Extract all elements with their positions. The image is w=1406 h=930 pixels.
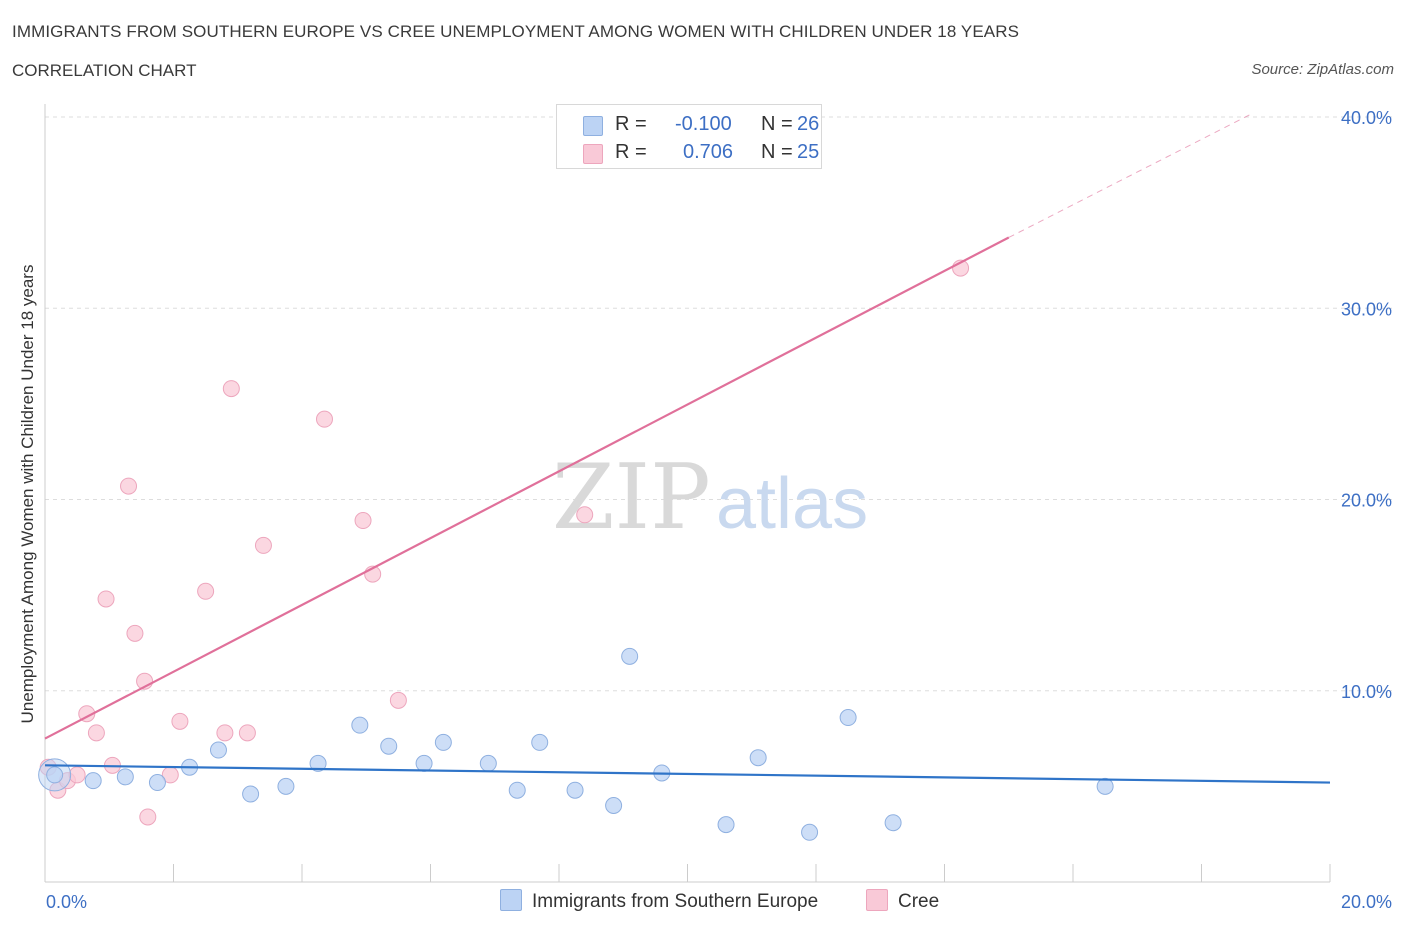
southern-europe-point [621, 647, 639, 665]
y-tick-label: 30.0% [1341, 299, 1392, 319]
legend-swatch-pink [583, 144, 603, 164]
southern-europe-point [839, 709, 857, 727]
southern-europe-point [531, 733, 549, 751]
y-tick-label: 20.0% [1341, 491, 1392, 511]
southern-europe-points [38, 647, 1114, 841]
legend-n-label: N = [761, 141, 793, 163]
southern-europe-point [309, 754, 327, 772]
source-note: Source: ZipAtlas.com [1251, 61, 1394, 78]
cree-point [171, 712, 189, 730]
southern-europe-point [749, 749, 767, 767]
southern-europe-point [566, 781, 584, 799]
cree-point [576, 506, 594, 524]
southern-europe-point [415, 754, 433, 772]
southern-europe-point [351, 716, 369, 734]
legend-n-value: 25 [797, 141, 820, 163]
southern-europe-point [605, 797, 623, 814]
legend-n-label: N = [761, 113, 793, 135]
cree-trend-extension [1008, 112, 1254, 238]
southern-europe-point [479, 754, 497, 772]
southern-europe-point [277, 777, 295, 795]
cree-point [120, 477, 138, 495]
watermark-zip: ZIP [552, 445, 711, 550]
southern-europe-point [242, 785, 260, 803]
trend-lines [44, 112, 1331, 784]
cree-point [254, 536, 272, 554]
southern-europe-point [209, 741, 227, 759]
southern-europe-point [148, 774, 166, 792]
legend-r-label: R = [615, 113, 647, 135]
bottom-legend-label: Cree [898, 891, 940, 912]
southern-europe-point [1096, 777, 1114, 795]
cree-point [216, 724, 234, 742]
southern-europe-point [46, 766, 64, 784]
bottom-legend-southern-europe: Immigrants from Southern Europe [500, 889, 818, 915]
correlation-legend: R = -0.100 N = 26 R = 0.706 N = 25 [556, 104, 822, 169]
chart-title: IMMIGRANTS FROM SOUTHERN EUROPE VS CREE … [12, 22, 1020, 41]
southern-europe-point [717, 816, 735, 834]
cree-point [222, 380, 240, 398]
southern-europe-trend-line [44, 764, 1331, 784]
cree-point [238, 724, 256, 742]
cree-trend-line [44, 236, 1010, 740]
x-tick-label: 20.0% [1341, 892, 1392, 912]
bottom-legend-swatch-pink [866, 889, 888, 911]
southern-europe-point [801, 823, 819, 841]
cree-point [139, 808, 157, 826]
bottom-legend-cree: Cree [866, 889, 939, 915]
southern-europe-point [84, 772, 102, 790]
cree-point [389, 691, 407, 709]
tick-labels: 10.0% 20.0% 30.0% 40.0% 0.0% 20.0% [46, 108, 1392, 912]
cree-point [197, 582, 215, 600]
cree-point [97, 590, 115, 608]
cree-point [315, 410, 333, 428]
y-tick-label: 40.0% [1341, 108, 1392, 128]
southern-europe-point [508, 781, 526, 799]
bottom-legend-label: Immigrants from Southern Europe [532, 891, 819, 912]
bottom-legend-swatch-blue [500, 889, 522, 911]
axes [44, 104, 1331, 883]
chart-subtitle: CORRELATION CHART [12, 61, 197, 80]
cree-point [354, 512, 372, 530]
cree-point [68, 766, 86, 784]
southern-europe-point [434, 733, 452, 751]
legend-r-value: 0.706 [683, 141, 734, 163]
cree-point [126, 624, 144, 642]
x-tick-label: 0.0% [46, 892, 87, 912]
southern-europe-point [884, 814, 902, 832]
southern-europe-point [380, 737, 398, 755]
watermark: ZIP atlas [552, 445, 868, 550]
legend-r-label: R = [615, 141, 647, 163]
cree-point [87, 724, 105, 742]
legend-r-value: -0.100 [675, 113, 732, 135]
watermark-atlas: atlas [716, 464, 868, 544]
southern-europe-point [116, 768, 134, 786]
gridlines [45, 116, 1392, 692]
y-tick-label: 10.0% [1341, 682, 1392, 702]
legend-n-value: 26 [797, 113, 820, 135]
legend-swatch-blue [583, 116, 603, 136]
